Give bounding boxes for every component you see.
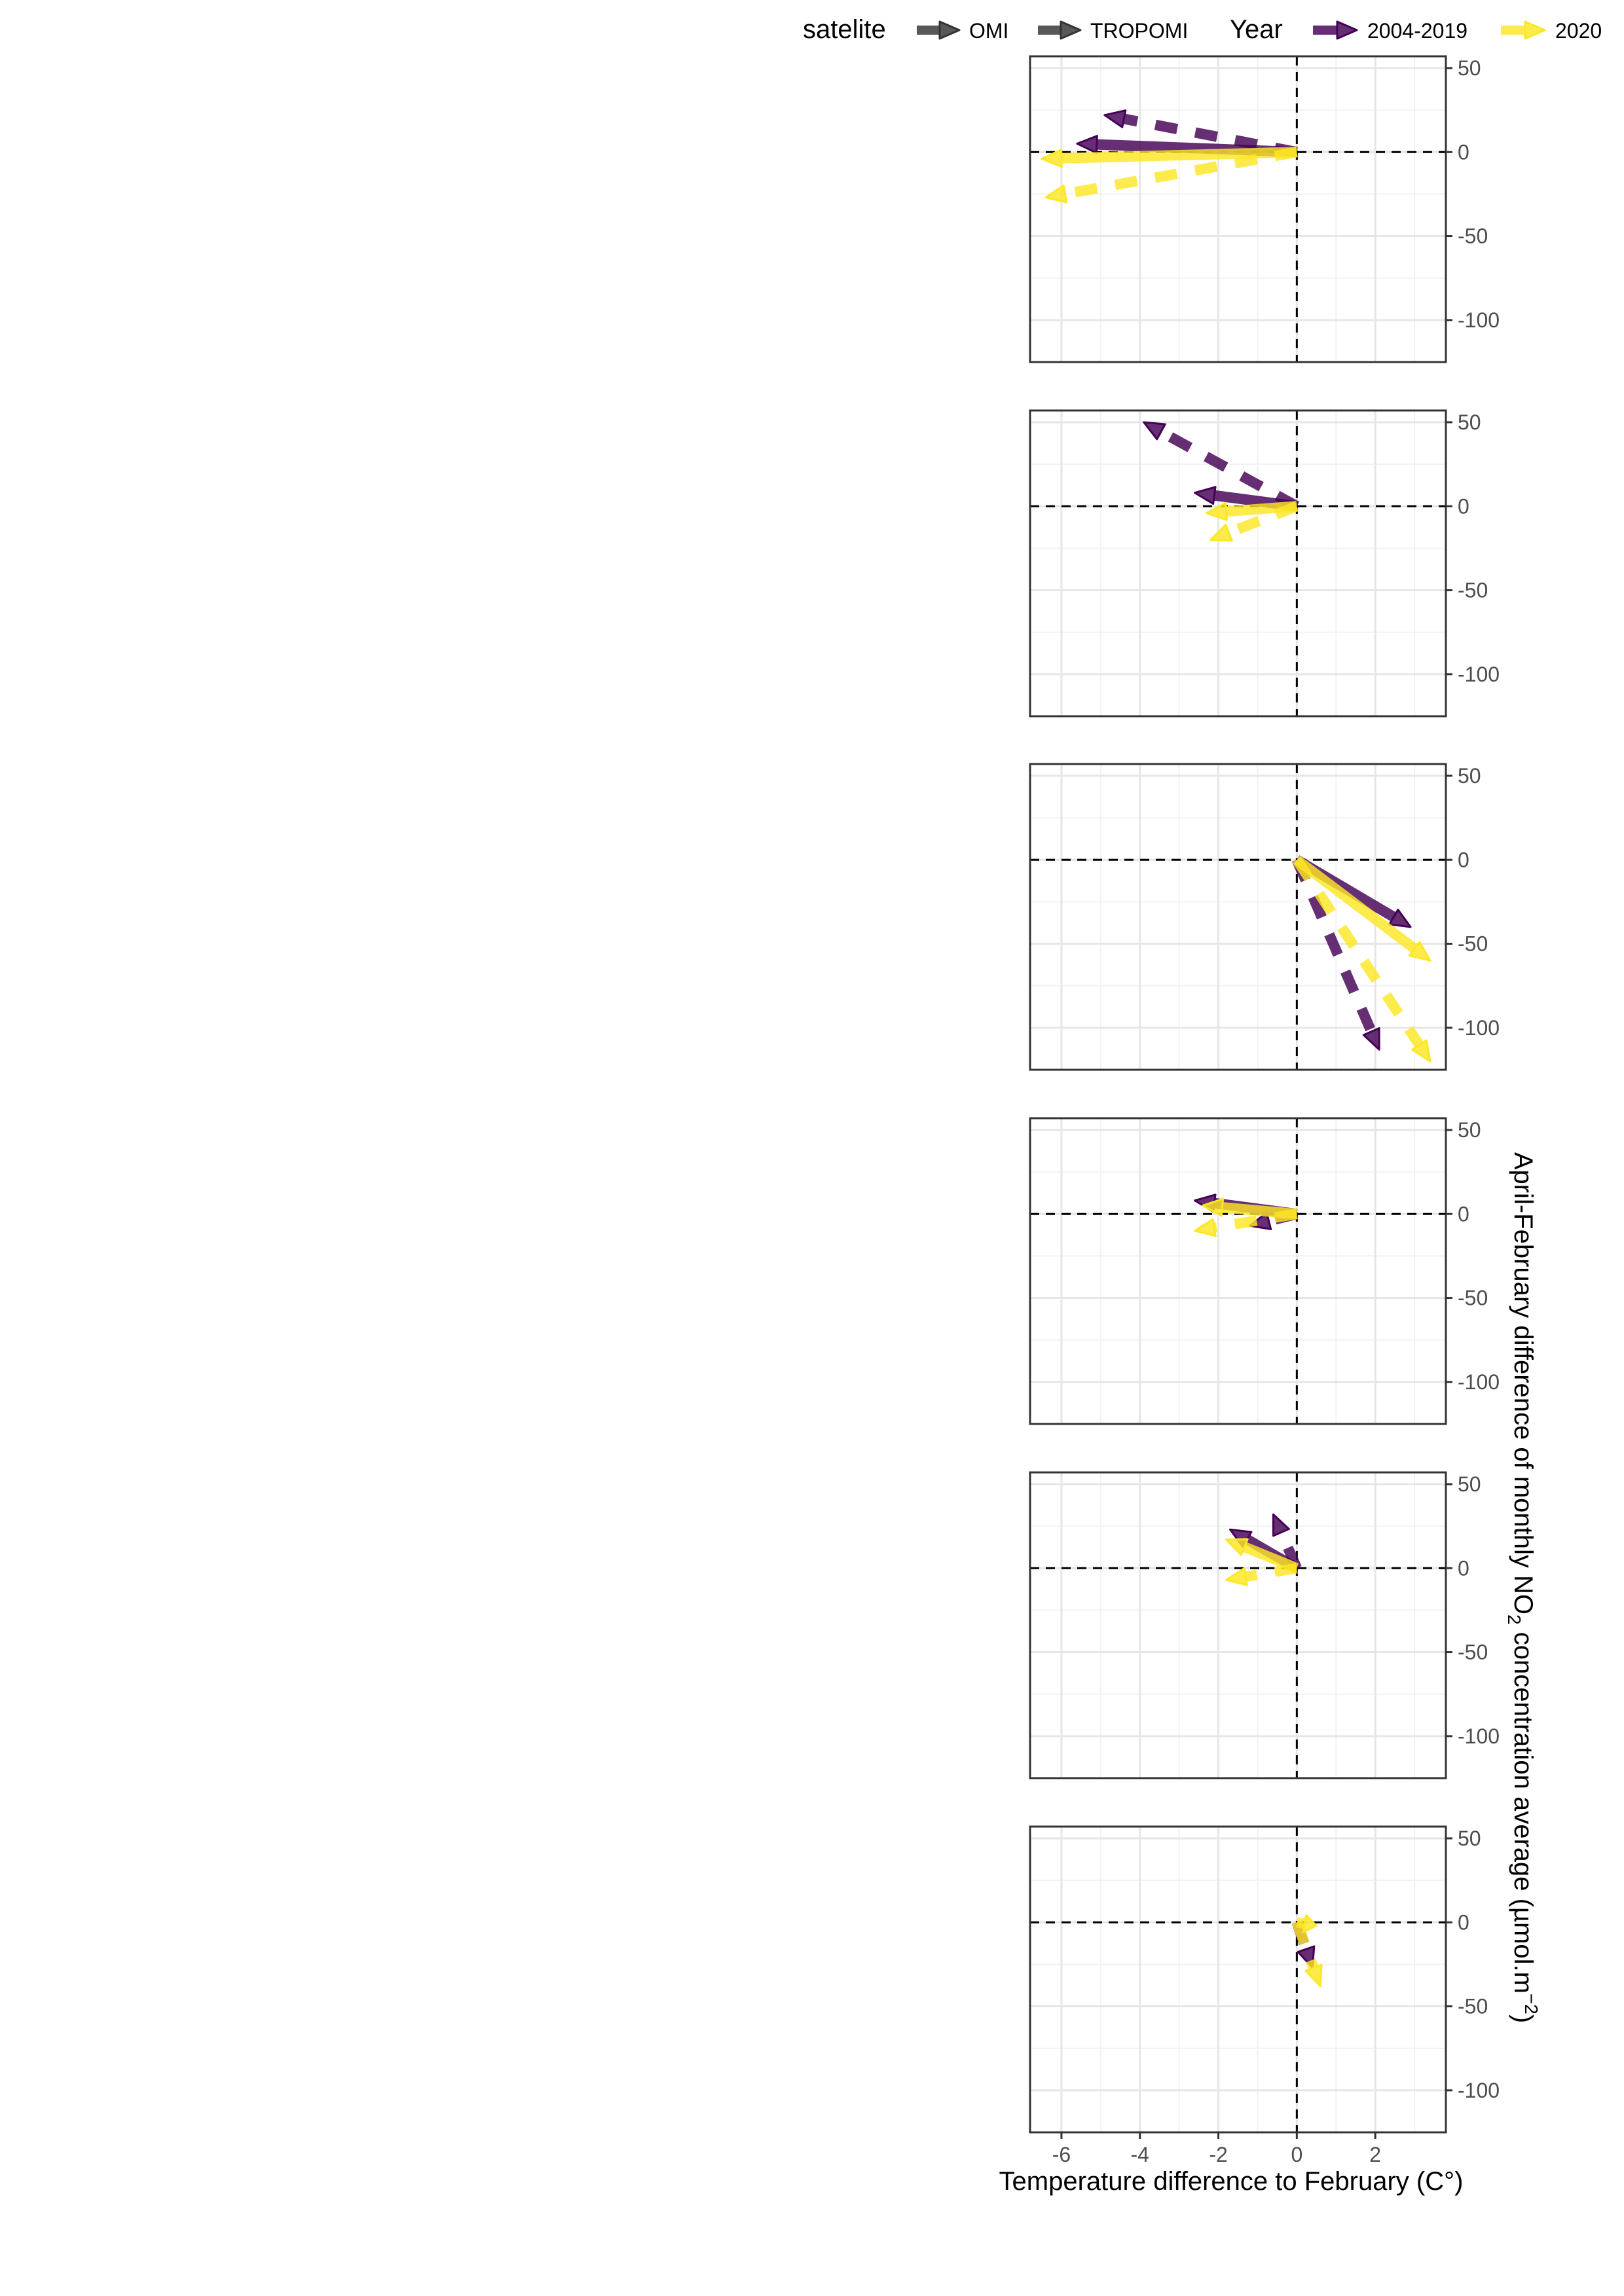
arrow-omi-2020 [1225, 501, 1297, 517]
y-tick-label: 50 [1458, 1827, 1481, 1850]
legend-arrow-tropomi-head [1060, 20, 1082, 40]
x-tick-label: 0 [1291, 2143, 1302, 2166]
arrow-tropomi-2020 [1244, 1563, 1298, 1582]
panel-background [1030, 56, 1446, 362]
x-axis: -6 -4 -2 0 2 [1052, 2132, 1381, 2166]
arrow-omi-2020 [1293, 855, 1418, 953]
legend-label-tropomi: TROPOMI [1090, 19, 1188, 43]
legend-satelite-title: satelite [803, 15, 886, 44]
y-tick-label: 50 [1458, 1118, 1481, 1142]
y-axis-label-main: April-February difference of monthly NO [1509, 1152, 1538, 1614]
legend-key-2020 [1501, 20, 1546, 40]
y-tick-label: 50 [1458, 56, 1481, 80]
x-tick-label: -6 [1052, 2143, 1071, 2166]
panel-background [1030, 1472, 1446, 1778]
y-tick-label: -100 [1458, 1016, 1500, 1040]
panel-5: 50 0 -50 -100 [1029, 1471, 1500, 1779]
panel-2: 50 0 -50 -100 [1029, 409, 1500, 718]
arrow-tropomi-2020-head [1209, 524, 1233, 542]
arrow-tropomi-2020-head [1225, 1567, 1248, 1586]
arrow-tropomi-2020-head [1044, 184, 1068, 204]
arrow-tropomi-2004-2019-head [1272, 1513, 1290, 1537]
arrow-omi-2004-2019-head [1388, 908, 1412, 928]
y-tick-label: -50 [1458, 932, 1488, 956]
panel-background [1030, 1118, 1446, 1424]
arrow-omi-2020-head [1041, 149, 1063, 168]
y-axis-label-superscript: −2 [1521, 1994, 1541, 2014]
y-tick-label: 0 [1458, 140, 1469, 164]
y-tick-label: -100 [1458, 663, 1500, 686]
y-tick-label: -100 [1458, 308, 1500, 332]
panel-border [1029, 763, 1447, 1071]
arrow-tropomi-2004-2019-head [1362, 1027, 1380, 1051]
arrow-tropomi-2020 [1291, 1920, 1319, 1970]
y-tick-label: -100 [1458, 2079, 1500, 2102]
panel-1: 50 0 -50 -100 [1029, 55, 1500, 363]
arrow-omi-2020 [1061, 147, 1297, 164]
arrow-tropomi-2004-2019-head [1143, 421, 1166, 441]
y-tick-label: -50 [1458, 1286, 1488, 1310]
y-axis-label-subscript: 2 [1504, 1614, 1524, 1625]
panel-4: 50 0 -50 -100 [1029, 1117, 1500, 1425]
y-tick-label: 50 [1458, 764, 1481, 788]
legend-label-omi: OMI [969, 19, 1008, 43]
arrow-tropomi-2004-2019 [1158, 427, 1300, 511]
arrow-tropomi-2020-head [1411, 1039, 1431, 1063]
y-tick-label: 0 [1458, 1202, 1469, 1226]
panel-border [1029, 55, 1447, 363]
y-axis-label-rest: concentration average (µmol.m [1509, 1625, 1538, 1994]
panel-background [1030, 1827, 1446, 2132]
x-tick-label: -2 [1209, 2143, 1227, 2166]
arrow-omi-2004-2019-head [1194, 486, 1217, 505]
y-tick-label: 0 [1458, 848, 1469, 871]
y-axis-label-end: ) [1509, 2014, 1538, 2023]
legend-year-title: Year [1230, 15, 1283, 44]
y-tick-label: 0 [1458, 494, 1469, 518]
arrow-tropomi-2004-2019 [1122, 113, 1298, 158]
y-axis-label: April-February difference of monthly NO2… [1504, 1152, 1541, 2023]
y-tick-label: -100 [1458, 1370, 1500, 1394]
legend: satelite OMI TROPOMI Year 2004-2019 2020 [803, 15, 1602, 44]
arrow-tropomi-2020-head [1304, 1963, 1323, 1988]
y-tick-label: 0 [1458, 1910, 1469, 1934]
x-tick-label: 2 [1369, 2143, 1381, 2166]
legend-arrow-2020-head [1524, 20, 1546, 40]
arrow-tropomi-2020-head [1194, 1218, 1217, 1237]
y-tick-label: 0 [1458, 1556, 1469, 1580]
y-tick-label: 50 [1458, 1472, 1481, 1496]
arrow-tropomi-2020 [1213, 1209, 1298, 1233]
panel-6: 50 0 -50 -100 [1029, 1825, 1500, 2134]
arrow-omi-2020-head [1408, 941, 1431, 962]
panel-background [1030, 410, 1446, 716]
y-tick-label: -100 [1458, 1724, 1500, 1748]
arrow-omi-2020-head [1302, 1914, 1318, 1933]
arrow-omi-2020-head [1225, 1538, 1249, 1556]
panel-3: 50 0 -50 -100 [1029, 763, 1500, 1071]
y-tick-label: 50 [1458, 410, 1481, 434]
x-tick-label: -4 [1131, 2143, 1149, 2166]
panel-border [1029, 1825, 1447, 2134]
legend-label-2004-2019: 2004-2019 [1367, 19, 1467, 43]
arrow-tropomi-2004-2019-head [1103, 109, 1127, 128]
legend-key-2004-2019 [1313, 20, 1358, 40]
panel-border [1029, 1471, 1447, 1779]
arrow-omi-2004-2019-head [1076, 135, 1098, 155]
x-axis-label: Temperature difference to February (C°) [999, 2167, 1464, 2196]
legend-arrow-2004-2019-head [1336, 20, 1358, 40]
y-tick-label: -50 [1458, 1641, 1488, 1664]
legend-arrow-omi-head [938, 20, 961, 40]
y-tick-label: -50 [1458, 1995, 1488, 2018]
arrow-tropomi-2004-2019 [1292, 858, 1376, 1034]
legend-key-tropomi [1038, 20, 1082, 40]
panel-border [1029, 1117, 1447, 1425]
arrow-omi-2020-head [1202, 1197, 1225, 1217]
arrow-omi-2020-head [1206, 501, 1228, 521]
y-tick-label: -50 [1458, 579, 1488, 602]
panels: 50 0 -50 -100 50 0 -50 -100 50 0 -50 -100 50 0 -50 -100… [1029, 55, 1500, 2134]
legend-label-2020: 2020 [1555, 19, 1602, 43]
y-tick-label: -50 [1458, 225, 1488, 248]
panel-border [1029, 409, 1447, 718]
legend-key-omi [917, 20, 961, 40]
